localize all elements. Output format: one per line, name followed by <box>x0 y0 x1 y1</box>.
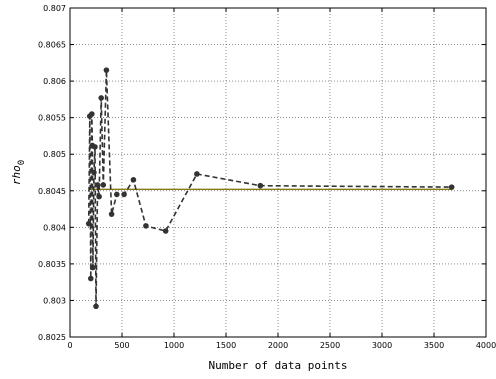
data-point <box>130 177 137 183</box>
data-point <box>100 182 107 188</box>
grid-lines <box>70 8 486 337</box>
series-layer <box>85 67 455 310</box>
data-point <box>108 211 115 217</box>
data-point <box>89 111 95 117</box>
y-tick-label: 0.8065 <box>38 41 66 50</box>
data-point <box>143 223 149 229</box>
data-point <box>88 275 94 282</box>
axis-ticks: 0 500 1000 1500 2000 2500 3000 3500 4000 0.8025 0.… <box>38 4 496 350</box>
y-axis-title-subscript: 0 <box>17 160 27 165</box>
data-point <box>91 169 97 176</box>
y-tick-label: 0.807 <box>43 4 66 13</box>
data-point <box>93 303 99 310</box>
series-line <box>87 70 452 307</box>
data-point <box>98 95 104 101</box>
y-tick-label: 0.803 <box>43 296 66 305</box>
data-point <box>103 67 110 73</box>
y-tick-label: 0.805 <box>43 150 66 159</box>
data-point <box>121 191 127 198</box>
x-tick-label: 2500 <box>320 341 340 350</box>
x-tick-label: 1500 <box>216 341 236 350</box>
data-point <box>114 191 120 198</box>
data-point <box>90 264 96 271</box>
y-axis-title: rho0 <box>10 160 27 185</box>
data-point <box>194 171 200 177</box>
data-point <box>94 182 101 188</box>
y-tick-label: 0.8035 <box>38 260 66 269</box>
data-point <box>448 184 455 190</box>
y-tick-label: 0.8045 <box>38 187 66 196</box>
y-tick-label: 0.804 <box>43 223 66 232</box>
data-point <box>92 144 98 150</box>
y-axis-title-main: rho <box>10 165 23 185</box>
y-tick-label: 0.8055 <box>38 114 66 123</box>
data-point <box>257 182 264 189</box>
data-point <box>162 228 169 234</box>
x-tick-label: 500 <box>114 341 129 350</box>
data-point <box>85 220 92 227</box>
data-point <box>96 193 102 200</box>
x-tick-label: 4000 <box>476 341 496 350</box>
x-axis-title: Number of data points <box>208 359 347 372</box>
x-tick-label: 3500 <box>424 341 444 350</box>
x-tick-label: 1000 <box>164 341 184 350</box>
x-tick-label: 3000 <box>372 341 392 350</box>
y-tick-label: 0.806 <box>43 77 66 86</box>
x-tick-label: 0 <box>67 341 72 350</box>
x-tick-label: 2000 <box>268 341 288 350</box>
y-tick-label: 0.8025 <box>38 333 66 342</box>
